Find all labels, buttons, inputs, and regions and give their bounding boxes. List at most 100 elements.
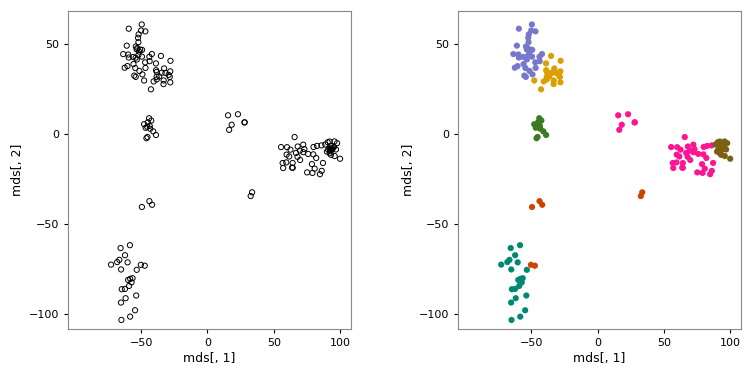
Point	[115, 245, 127, 251]
Point	[289, 134, 301, 140]
Point	[324, 138, 336, 144]
Point	[538, 129, 550, 135]
Point	[668, 165, 680, 171]
Point	[637, 189, 649, 195]
Point	[119, 295, 132, 301]
Point	[525, 46, 537, 53]
Point	[696, 170, 708, 176]
X-axis label: mds[, 1]: mds[, 1]	[573, 352, 626, 365]
Point	[135, 22, 147, 28]
Point	[119, 286, 131, 292]
Point	[135, 262, 147, 268]
Point	[144, 58, 156, 64]
Point	[131, 46, 143, 53]
Point	[677, 165, 689, 171]
Point	[105, 262, 117, 268]
Point	[704, 171, 716, 177]
Point	[306, 170, 318, 176]
Point	[677, 160, 689, 166]
Point	[222, 112, 234, 118]
Point	[299, 146, 311, 152]
Point	[123, 283, 135, 289]
Point	[129, 65, 141, 71]
Point	[509, 65, 521, 71]
Point	[536, 51, 548, 57]
Point	[325, 152, 337, 158]
Point	[138, 121, 150, 127]
Point	[223, 127, 235, 133]
Point	[513, 283, 525, 289]
Point	[512, 63, 524, 69]
Point	[136, 204, 148, 210]
Point	[113, 257, 125, 263]
Point	[122, 259, 134, 265]
Point	[674, 153, 686, 160]
Point	[284, 147, 296, 153]
Point	[297, 149, 309, 155]
Point	[125, 279, 138, 285]
Point	[692, 151, 705, 157]
Point	[541, 69, 553, 75]
Point	[160, 70, 172, 76]
Point	[136, 54, 148, 60]
Point	[324, 148, 336, 154]
Point	[324, 150, 336, 156]
Point	[130, 43, 142, 50]
Point	[699, 166, 711, 172]
Point	[689, 146, 701, 152]
Point	[132, 39, 144, 45]
Point	[324, 146, 336, 152]
Point	[126, 275, 138, 281]
Point	[321, 139, 333, 145]
Point	[529, 59, 541, 65]
Point	[525, 28, 538, 34]
Point	[701, 143, 713, 149]
Point	[534, 54, 546, 60]
Point	[324, 146, 336, 152]
Point	[541, 76, 553, 82]
Point	[513, 54, 525, 60]
Point	[132, 45, 144, 51]
Point	[671, 160, 683, 166]
Point	[555, 58, 567, 64]
Point	[150, 67, 162, 73]
Point	[327, 145, 339, 151]
Point	[277, 165, 290, 171]
Point	[495, 262, 507, 268]
Point	[506, 286, 518, 292]
Point	[319, 141, 331, 147]
Point	[138, 77, 150, 84]
Point	[698, 144, 710, 150]
Point	[505, 266, 517, 273]
Point	[505, 299, 517, 305]
Point	[145, 86, 157, 92]
Point	[715, 147, 727, 153]
Point	[714, 146, 727, 152]
Point	[133, 48, 145, 54]
Point	[612, 112, 624, 118]
Point	[164, 68, 176, 74]
Point	[554, 68, 566, 74]
Point	[311, 143, 323, 149]
Point	[522, 52, 534, 58]
Point	[147, 78, 160, 84]
Point	[532, 119, 544, 125]
Point	[326, 146, 338, 152]
Point	[548, 65, 560, 71]
Point	[712, 147, 724, 153]
Point	[520, 293, 532, 299]
Point	[519, 55, 531, 61]
Point	[530, 125, 542, 131]
Point	[526, 54, 538, 60]
Point	[122, 54, 135, 60]
Point	[321, 149, 333, 155]
Point	[143, 115, 155, 121]
Point	[696, 161, 708, 167]
Point	[680, 150, 692, 156]
Point	[238, 119, 250, 125]
Point	[522, 35, 534, 41]
Point	[547, 81, 559, 87]
Point	[526, 47, 538, 53]
Point	[145, 118, 157, 124]
Point	[718, 138, 730, 144]
